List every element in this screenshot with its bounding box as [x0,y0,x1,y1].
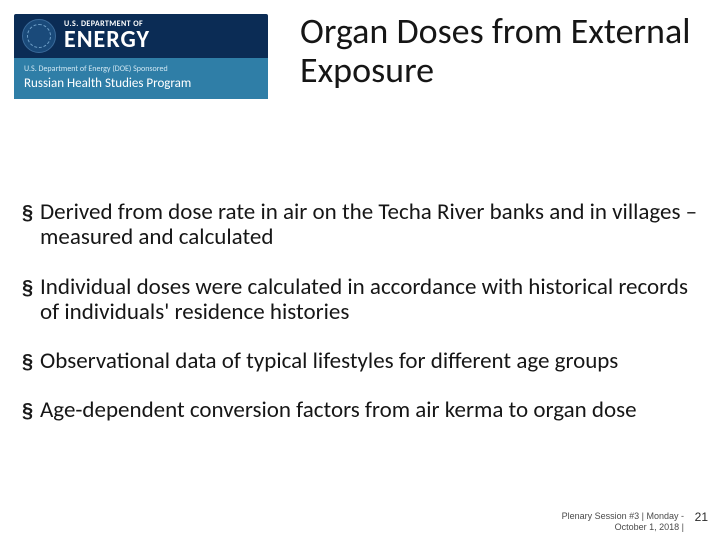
logo-sub2: Russian Health Studies Program [24,76,258,91]
logo-text: U.S. DEPARTMENT OF ENERGY [64,20,150,52]
body: § Derived from dose rate in air on the T… [22,200,710,424]
bullet-text: Individual doses were calculated in acco… [40,275,710,326]
bullet-text: Derived from dose rate in air on the Tec… [40,200,710,251]
footer-line1: Plenary Session #3 | Monday - [562,511,684,523]
logo-sub1: U.S. Department of Energy (DOE) Sponsore… [24,64,258,74]
footer-line2: October 1, 2018 | [562,522,684,534]
bullet-text: Age-dependent conversion factors from ai… [40,398,710,423]
bullet-text: Observational data of typical lifestyles… [40,349,710,374]
logo-top: U.S. DEPARTMENT OF ENERGY [14,14,268,58]
bullet-marker-icon: § [22,200,40,251]
footer-inner: Plenary Session #3 | Monday - October 1,… [562,511,706,534]
footer: Plenary Session #3 | Monday - October 1,… [562,511,706,534]
page-number: 21 [695,510,708,526]
bullet-marker-icon: § [22,275,40,326]
bullet: § Derived from dose rate in air on the T… [22,200,710,251]
bullet-marker-icon: § [22,349,40,374]
slide-title: Organ Doses from External Exposure [300,12,700,90]
slide: U.S. DEPARTMENT OF ENERGY U.S. Departmen… [0,0,720,540]
bullet: § Observational data of typical lifestyl… [22,349,710,374]
bullet: § Individual doses were calculated in ac… [22,275,710,326]
logo-bottom: U.S. Department of Energy (DOE) Sponsore… [14,58,268,99]
logo-block: U.S. DEPARTMENT OF ENERGY U.S. Departmen… [14,14,268,99]
bullet: § Age-dependent conversion factors from … [22,398,710,423]
bullet-marker-icon: § [22,398,40,423]
doe-seal-icon [22,19,56,53]
logo-dept-name: ENERGY [64,28,150,52]
